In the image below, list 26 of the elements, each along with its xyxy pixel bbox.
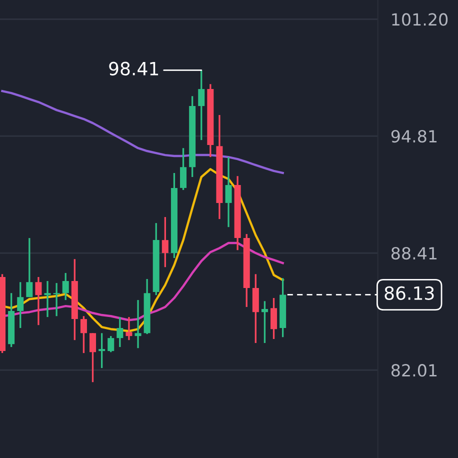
ref-line-label: 86.13: [384, 286, 434, 300]
candlestick: [180, 147, 187, 191]
candlestick: [198, 69, 205, 141]
candlestick: [35, 276, 42, 326]
candlestick: [26, 237, 33, 298]
candlestick: [116, 316, 124, 348]
candlestick: [98, 332, 106, 369]
candlestick: [90, 332, 96, 383]
line-series: [1, 90, 284, 174]
candlestick: [134, 299, 142, 349]
candlestick: [108, 335, 114, 353]
candlestick: [62, 272, 69, 301]
candlestick: [261, 300, 268, 344]
y-tick-label: 88.41: [391, 247, 437, 260]
annotation: 98.41: [109, 62, 158, 76]
candlestick: [126, 316, 132, 341]
candlestick: [225, 156, 232, 228]
y-tick-label: 101.20: [392, 13, 448, 26]
candlestick: [53, 282, 60, 317]
candlestick: [162, 216, 168, 268]
candlestick: [270, 297, 278, 340]
candlestick: [17, 281, 24, 329]
y-tick-label: 94.81: [391, 130, 437, 143]
y-tick-label: 82.01: [391, 364, 437, 377]
candlestick: [80, 315, 87, 354]
candlestick: [44, 280, 51, 318]
